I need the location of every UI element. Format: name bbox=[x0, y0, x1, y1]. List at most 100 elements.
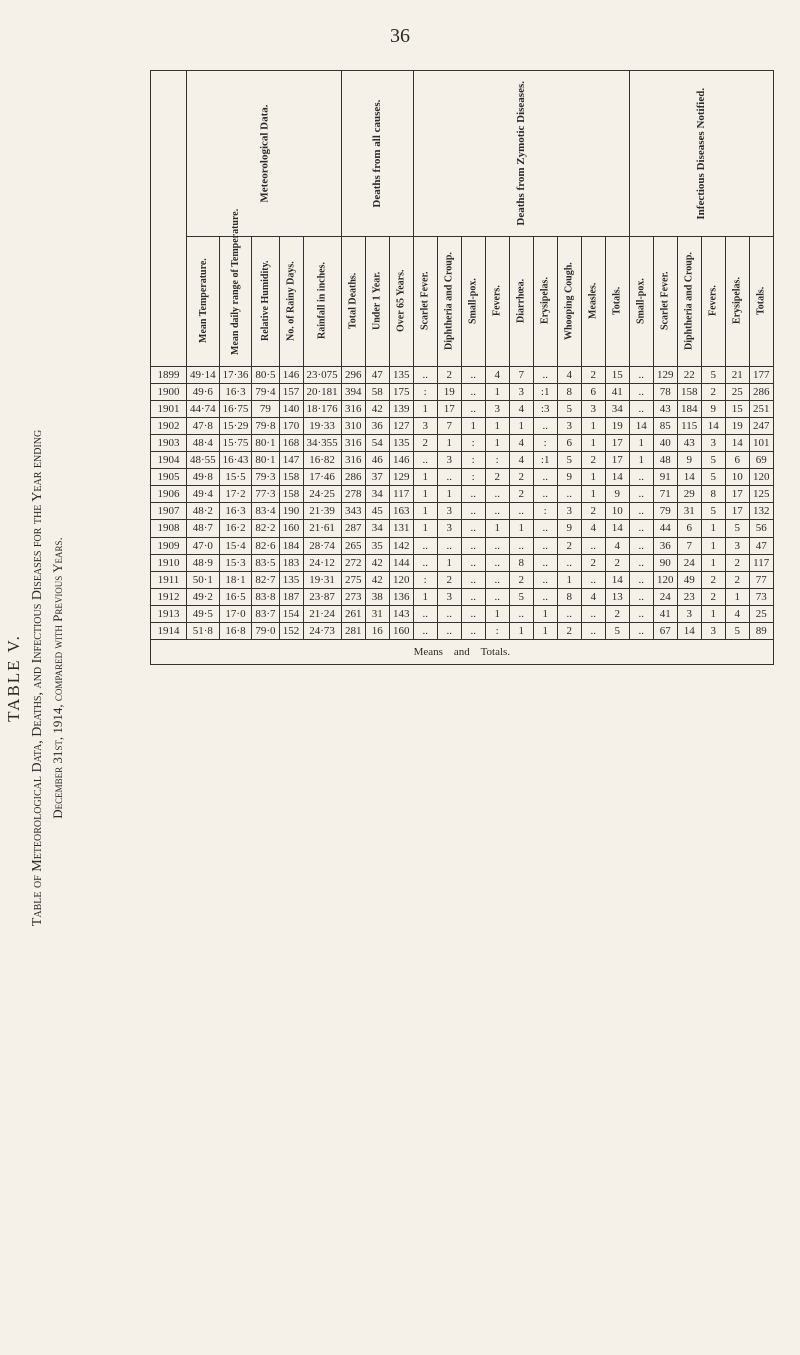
year-cell: 1914 bbox=[151, 623, 187, 640]
table-row: 190748·216·383·419021·393434516313......… bbox=[151, 503, 774, 520]
data-cell: 16·5 bbox=[219, 588, 252, 605]
title-sub1: Table of Meteorological Data, Deaths, an… bbox=[30, 78, 46, 1278]
data-cell: 15·29 bbox=[219, 417, 252, 434]
data-cell: 3 bbox=[557, 503, 581, 520]
data-cell: 1 bbox=[581, 469, 605, 486]
data-cell: 4 bbox=[581, 588, 605, 605]
data-cell: 146 bbox=[389, 452, 413, 469]
data-cell: .. bbox=[629, 366, 653, 383]
data-cell: .. bbox=[461, 383, 485, 400]
data-cell: 135 bbox=[279, 571, 303, 588]
data-cell: .. bbox=[581, 571, 605, 588]
data-cell: 77 bbox=[749, 571, 773, 588]
data-cell: 2 bbox=[725, 571, 749, 588]
data-cell: : bbox=[461, 469, 485, 486]
data-cell: .. bbox=[461, 366, 485, 383]
data-cell: 1 bbox=[581, 434, 605, 451]
year-header bbox=[151, 71, 187, 367]
data-cell: 147 bbox=[279, 452, 303, 469]
data-table: Meteorological Data. Deaths from all cau… bbox=[150, 70, 774, 665]
data-cell: 15·75 bbox=[219, 434, 252, 451]
data-cell: 1 bbox=[533, 605, 557, 622]
year-cell: 1901 bbox=[151, 400, 187, 417]
data-cell: 20·181 bbox=[303, 383, 341, 400]
data-cell: 154 bbox=[279, 605, 303, 622]
data-cell: .. bbox=[461, 400, 485, 417]
data-cell: 3 bbox=[557, 417, 581, 434]
data-cell: 131 bbox=[389, 520, 413, 537]
data-cell: : bbox=[413, 571, 437, 588]
data-cell: 1 bbox=[701, 537, 725, 554]
data-cell: 261 bbox=[341, 605, 365, 622]
table-row: 191048·915·383·518324·1227242144..1....8… bbox=[151, 554, 774, 571]
data-cell: 34 bbox=[365, 520, 389, 537]
data-cell: 19 bbox=[605, 417, 629, 434]
data-cell: .. bbox=[461, 623, 485, 640]
data-cell: 183 bbox=[279, 554, 303, 571]
data-cell: .. bbox=[581, 537, 605, 554]
data-cell: 135 bbox=[389, 434, 413, 451]
col-rainfall: Rainfall in inches. bbox=[303, 236, 341, 366]
col-diph2: Diphtheria and Croup. bbox=[677, 236, 701, 366]
data-cell: .. bbox=[485, 537, 509, 554]
table-row: 190848·716·282·216021·612873413113..11..… bbox=[151, 520, 774, 537]
data-cell: 79·4 bbox=[252, 383, 279, 400]
data-cell: 2 bbox=[701, 588, 725, 605]
data-cell: .. bbox=[629, 623, 653, 640]
year-cell: 1913 bbox=[151, 605, 187, 622]
data-cell: 5 bbox=[701, 366, 725, 383]
data-cell: 9 bbox=[677, 452, 701, 469]
data-cell: 80·1 bbox=[252, 452, 279, 469]
data-cell: 1 bbox=[509, 520, 533, 537]
data-cell: 43 bbox=[677, 434, 701, 451]
col-humidity: Relative Humidity. bbox=[252, 236, 279, 366]
data-cell: 8 bbox=[557, 588, 581, 605]
data-cell: 17·2 bbox=[219, 486, 252, 503]
data-cell: 25 bbox=[725, 383, 749, 400]
data-cell: : bbox=[533, 434, 557, 451]
data-cell: 6 bbox=[725, 452, 749, 469]
data-cell: 23 bbox=[677, 588, 701, 605]
data-cell: 1 bbox=[485, 383, 509, 400]
data-cell: 1 bbox=[509, 417, 533, 434]
data-cell: .. bbox=[437, 623, 461, 640]
data-cell: 48·9 bbox=[187, 554, 220, 571]
year-cell: 1912 bbox=[151, 588, 187, 605]
data-cell: .. bbox=[533, 588, 557, 605]
data-cell: 251 bbox=[749, 400, 773, 417]
data-cell: 45 bbox=[365, 503, 389, 520]
data-cell: 265 bbox=[341, 537, 365, 554]
data-cell: 1 bbox=[629, 452, 653, 469]
table-row: 189949·1417·3680·514623·07529647135..2..… bbox=[151, 366, 774, 383]
data-cell: .. bbox=[629, 605, 653, 622]
data-cell: 24 bbox=[677, 554, 701, 571]
col-erys2: Erysipelas. bbox=[725, 236, 749, 366]
data-cell: 1 bbox=[413, 520, 437, 537]
data-cell: 3 bbox=[437, 588, 461, 605]
data-cell: 3 bbox=[437, 452, 461, 469]
data-cell: 8 bbox=[701, 486, 725, 503]
data-cell: 89 bbox=[749, 623, 773, 640]
col-fevers2: Fevers. bbox=[701, 236, 725, 366]
footer-cell: Means and Totals. bbox=[151, 640, 774, 665]
data-cell: 4 bbox=[605, 537, 629, 554]
data-cell: .. bbox=[557, 486, 581, 503]
col-scarlet2: Scarlet Fever. bbox=[653, 236, 677, 366]
data-cell: 1 bbox=[413, 469, 437, 486]
data-cell: .. bbox=[629, 503, 653, 520]
data-cell: 1 bbox=[581, 486, 605, 503]
data-cell: 83·7 bbox=[252, 605, 279, 622]
data-cell: .. bbox=[461, 537, 485, 554]
data-cell: 3 bbox=[581, 400, 605, 417]
data-cell: .. bbox=[413, 537, 437, 554]
col-range-temp: Mean daily range of Temperature. bbox=[219, 236, 252, 366]
data-cell: 2 bbox=[605, 605, 629, 622]
year-cell: 1902 bbox=[151, 417, 187, 434]
page-number: 36 bbox=[390, 25, 410, 48]
data-cell: .. bbox=[461, 486, 485, 503]
data-cell: 48·55 bbox=[187, 452, 220, 469]
data-cell: 17·0 bbox=[219, 605, 252, 622]
data-cell: 24·12 bbox=[303, 554, 341, 571]
col-diarr: Diarrhœa. bbox=[509, 236, 533, 366]
data-cell: .. bbox=[413, 605, 437, 622]
